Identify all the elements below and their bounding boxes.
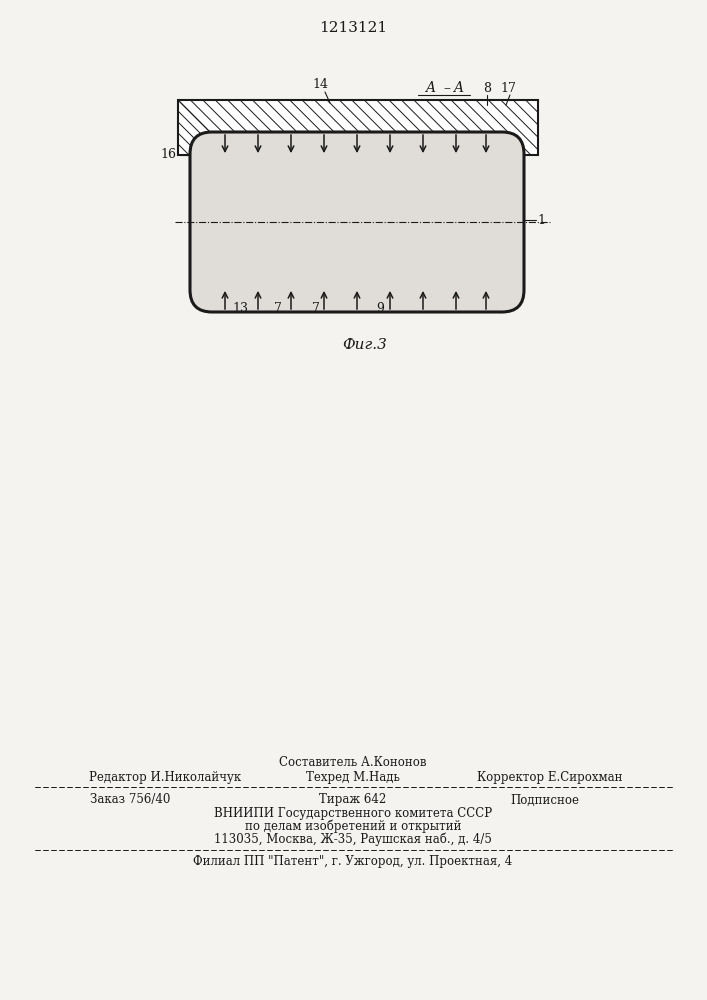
Text: 16: 16 [160,148,176,161]
Text: –: – [443,81,450,95]
Text: 9: 9 [376,302,384,314]
Text: по делам изобретений и открытий: по делам изобретений и открытий [245,819,461,833]
Text: A: A [425,81,435,95]
Text: Подписное: Подписное [510,794,580,806]
Bar [178,100,538,155]
Text: 13: 13 [232,302,248,314]
Text: Филиал ПП "Патент", г. Ужгород, ул. Проектная, 4: Филиал ПП "Патент", г. Ужгород, ул. Прое… [194,856,513,868]
Text: Составитель А.Кононов: Составитель А.Кононов [279,756,427,768]
Text: 8: 8 [483,82,491,95]
Bar [195,148,520,296]
Text: 1213121: 1213121 [319,21,387,35]
Text: Корректор Е.Сирохман: Корректор Е.Сирохман [477,772,623,784]
Text: 1: 1 [537,214,545,227]
FancyBboxPatch shape [190,132,524,312]
Text: Фиг.3: Фиг.3 [343,338,387,352]
Text: ВНИИПИ Государственного комитета СССР: ВНИИПИ Государственного комитета СССР [214,806,492,820]
Text: 113035, Москва, Ж-35, Раушская наб., д. 4/5: 113035, Москва, Ж-35, Раушская наб., д. … [214,832,492,846]
Text: Заказ 756/40: Заказ 756/40 [90,794,170,806]
Text: 17: 17 [500,82,516,95]
Text: 7: 7 [312,302,320,314]
Text: Тираж 642: Тираж 642 [320,794,387,806]
Text: Техред М.Надь: Техред М.Надь [306,772,400,784]
Text: Редактор И.Николайчук: Редактор И.Николайчук [89,772,241,784]
Text: 7: 7 [274,302,282,314]
Text: 14: 14 [312,79,328,92]
Text: A: A [453,81,463,95]
